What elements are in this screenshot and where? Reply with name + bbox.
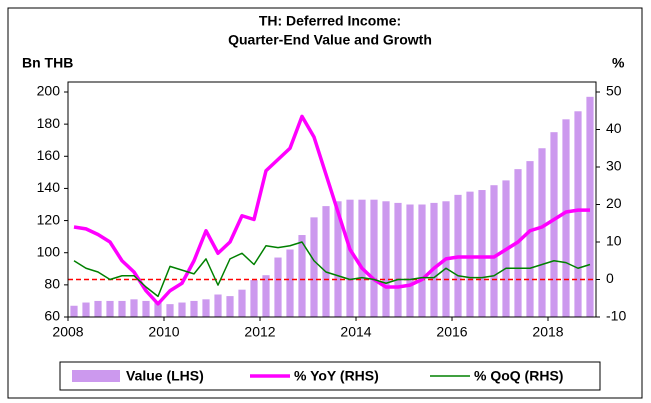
bar — [550, 132, 558, 317]
chart-subtitle: Quarter-End Value and Growth — [228, 32, 432, 48]
bar — [226, 296, 234, 317]
bar — [250, 280, 258, 317]
y2-tick-label: 20 — [606, 195, 622, 211]
bar — [490, 185, 498, 317]
bar — [574, 111, 582, 318]
legend-swatch — [72, 370, 120, 382]
y-tick-label: 80 — [44, 276, 60, 292]
x-tick-label: 2010 — [148, 324, 179, 340]
plot-frame — [67, 81, 597, 318]
x-tick-label: 2016 — [436, 324, 467, 340]
line-series — [73, 114, 590, 306]
bar — [334, 201, 342, 317]
bar — [406, 204, 414, 317]
bar — [370, 199, 378, 317]
y-tick-label: 180 — [37, 115, 61, 131]
bar — [286, 249, 294, 317]
y-tick-label: 140 — [37, 179, 61, 195]
bar — [106, 300, 114, 317]
bar — [394, 202, 402, 317]
x-tick-label: 2018 — [532, 324, 563, 340]
y2-tick-label: 0 — [606, 270, 614, 286]
bar — [190, 300, 198, 317]
y-tick-label: 60 — [44, 308, 60, 324]
y2-tick-label: 40 — [606, 120, 622, 136]
chart-border — [7, 7, 643, 399]
bar — [202, 299, 210, 317]
bar — [466, 191, 474, 317]
legend-label: % YoY (RHS) — [294, 368, 379, 384]
bar — [322, 206, 330, 317]
bar — [262, 275, 270, 317]
bar — [274, 257, 282, 317]
legend-label: % QoQ (RHS) — [474, 368, 563, 384]
bar — [298, 235, 306, 317]
bar — [346, 199, 354, 317]
chart-title: TH: Deferred Income: — [259, 13, 401, 29]
y-tick-label: 120 — [37, 211, 61, 227]
bar — [214, 294, 222, 317]
bar — [154, 302, 162, 317]
legend-box — [59, 361, 601, 391]
y-tick-label: 100 — [37, 243, 61, 259]
line-series — [73, 241, 591, 298]
bar — [82, 302, 90, 317]
bar — [586, 96, 594, 317]
bar — [418, 204, 426, 317]
bar — [310, 217, 318, 317]
x-tick-label: 2008 — [52, 324, 83, 340]
y2-tick-label: 30 — [606, 158, 622, 174]
x-tick-label: 2012 — [244, 324, 275, 340]
bar — [562, 119, 570, 317]
y2-tick-label: 10 — [606, 233, 622, 249]
y2-tick-label: 50 — [606, 83, 622, 99]
bar — [142, 300, 150, 317]
bar — [430, 202, 438, 317]
bar — [178, 302, 186, 317]
bar — [94, 300, 102, 317]
legend-label: Value (LHS) — [126, 368, 204, 384]
bar — [526, 161, 534, 317]
y2-tick-label: -10 — [606, 308, 626, 324]
bar — [166, 304, 174, 317]
bar — [70, 305, 78, 317]
bar — [358, 199, 366, 317]
y2-axis-label: % — [612, 55, 625, 71]
bar — [382, 201, 390, 317]
bar — [118, 300, 126, 317]
bar — [538, 148, 546, 317]
bar — [130, 299, 138, 317]
x-tick-label: 2014 — [340, 324, 371, 340]
y-tick-label: 160 — [37, 147, 61, 163]
bar — [478, 190, 486, 317]
y-tick-label: 200 — [37, 83, 61, 99]
y-axis-label: Bn THB — [22, 55, 73, 71]
bar — [238, 289, 246, 317]
